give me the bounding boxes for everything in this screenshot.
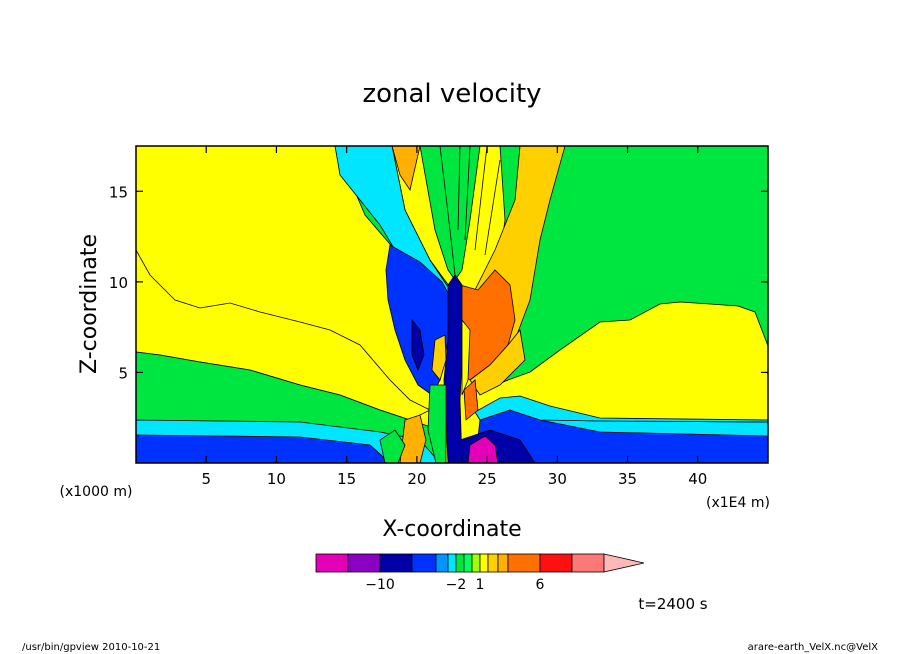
region-blue-band <box>136 434 391 463</box>
chart-title: zonal velocity <box>362 79 541 109</box>
colorbar-swatch <box>463 553 473 573</box>
colorbar-swatch <box>487 553 499 573</box>
colorbar-tick-label: 6 <box>536 577 545 593</box>
x-unit-label: (x1E4 m) <box>706 495 770 511</box>
region-core-green-low <box>379 429 406 463</box>
y-tick-label: 5 <box>118 364 128 382</box>
region-upper-streaks <box>439 146 501 276</box>
plot-area <box>136 146 768 463</box>
colorbar-tick-label: −2 <box>446 577 467 593</box>
region-core-dark <box>443 274 463 463</box>
colorbar-swatch <box>379 553 413 573</box>
colorbar-swatch <box>315 553 349 573</box>
footer-right: arare-earth_VelX.nc@VelX <box>748 642 879 653</box>
y-axis-label: Z-coordinate <box>77 234 102 374</box>
region-green-upper <box>136 146 768 389</box>
region-magenta-core <box>467 435 499 463</box>
colorbar-tick-label: 1 <box>476 577 485 593</box>
region-cyan-right-bump <box>474 395 768 423</box>
colorbar-swatch <box>479 553 489 573</box>
region-orange-plume-top <box>391 146 421 191</box>
x-tick-label: 35 <box>618 470 637 488</box>
y-tick-label: 10 <box>109 274 128 292</box>
x-tick-label: 10 <box>267 470 286 488</box>
y-tick-label: 15 <box>109 183 128 201</box>
region-core-yellow-right <box>461 318 471 396</box>
region-yellow-right-near <box>469 329 526 396</box>
colorbar-swatch <box>571 553 605 573</box>
region-core-green <box>427 384 447 463</box>
x-tick-label: 15 <box>337 470 356 488</box>
colorbar-swatch <box>539 553 573 573</box>
colorbar-swatch <box>447 553 457 573</box>
x-axis: 5 10 15 20 25 30 35 40 <box>201 146 707 488</box>
colorbar-swatch <box>435 553 449 573</box>
x-tick-label: 25 <box>478 470 497 488</box>
region-yellow-plume <box>391 146 506 301</box>
colorbar-swatch <box>347 553 381 573</box>
colorbar: −10 −2 1 6 <box>315 553 645 593</box>
region-core-yellow-left <box>431 334 447 381</box>
colorbar-tick-label: −10 <box>365 577 395 593</box>
x-tick-label: 30 <box>548 470 567 488</box>
x-tick-label: 20 <box>407 470 426 488</box>
y-unit-label: (x1000 m) <box>60 484 133 500</box>
colorbar-swatch <box>507 553 541 573</box>
region-core-orange-sliver <box>463 379 479 421</box>
plot-frame <box>135 145 769 464</box>
colorbar-swatch <box>411 553 437 573</box>
colorbar-swatch <box>497 553 509 573</box>
y-axis: 5 10 15 <box>109 183 768 382</box>
colorbar-swatch <box>455 553 465 573</box>
x-tick-label: 5 <box>201 470 211 488</box>
region-darkblue-vortex <box>411 318 425 372</box>
x-axis-label: X-coordinate <box>382 517 521 542</box>
x-tick-label: 40 <box>688 470 707 488</box>
colorbar-swatch <box>471 553 481 573</box>
footer-left: /usr/bin/gpview 2010-10-21 <box>22 642 160 653</box>
time-label: t=2400 s <box>638 595 707 613</box>
colorbar-arrow <box>603 553 645 573</box>
